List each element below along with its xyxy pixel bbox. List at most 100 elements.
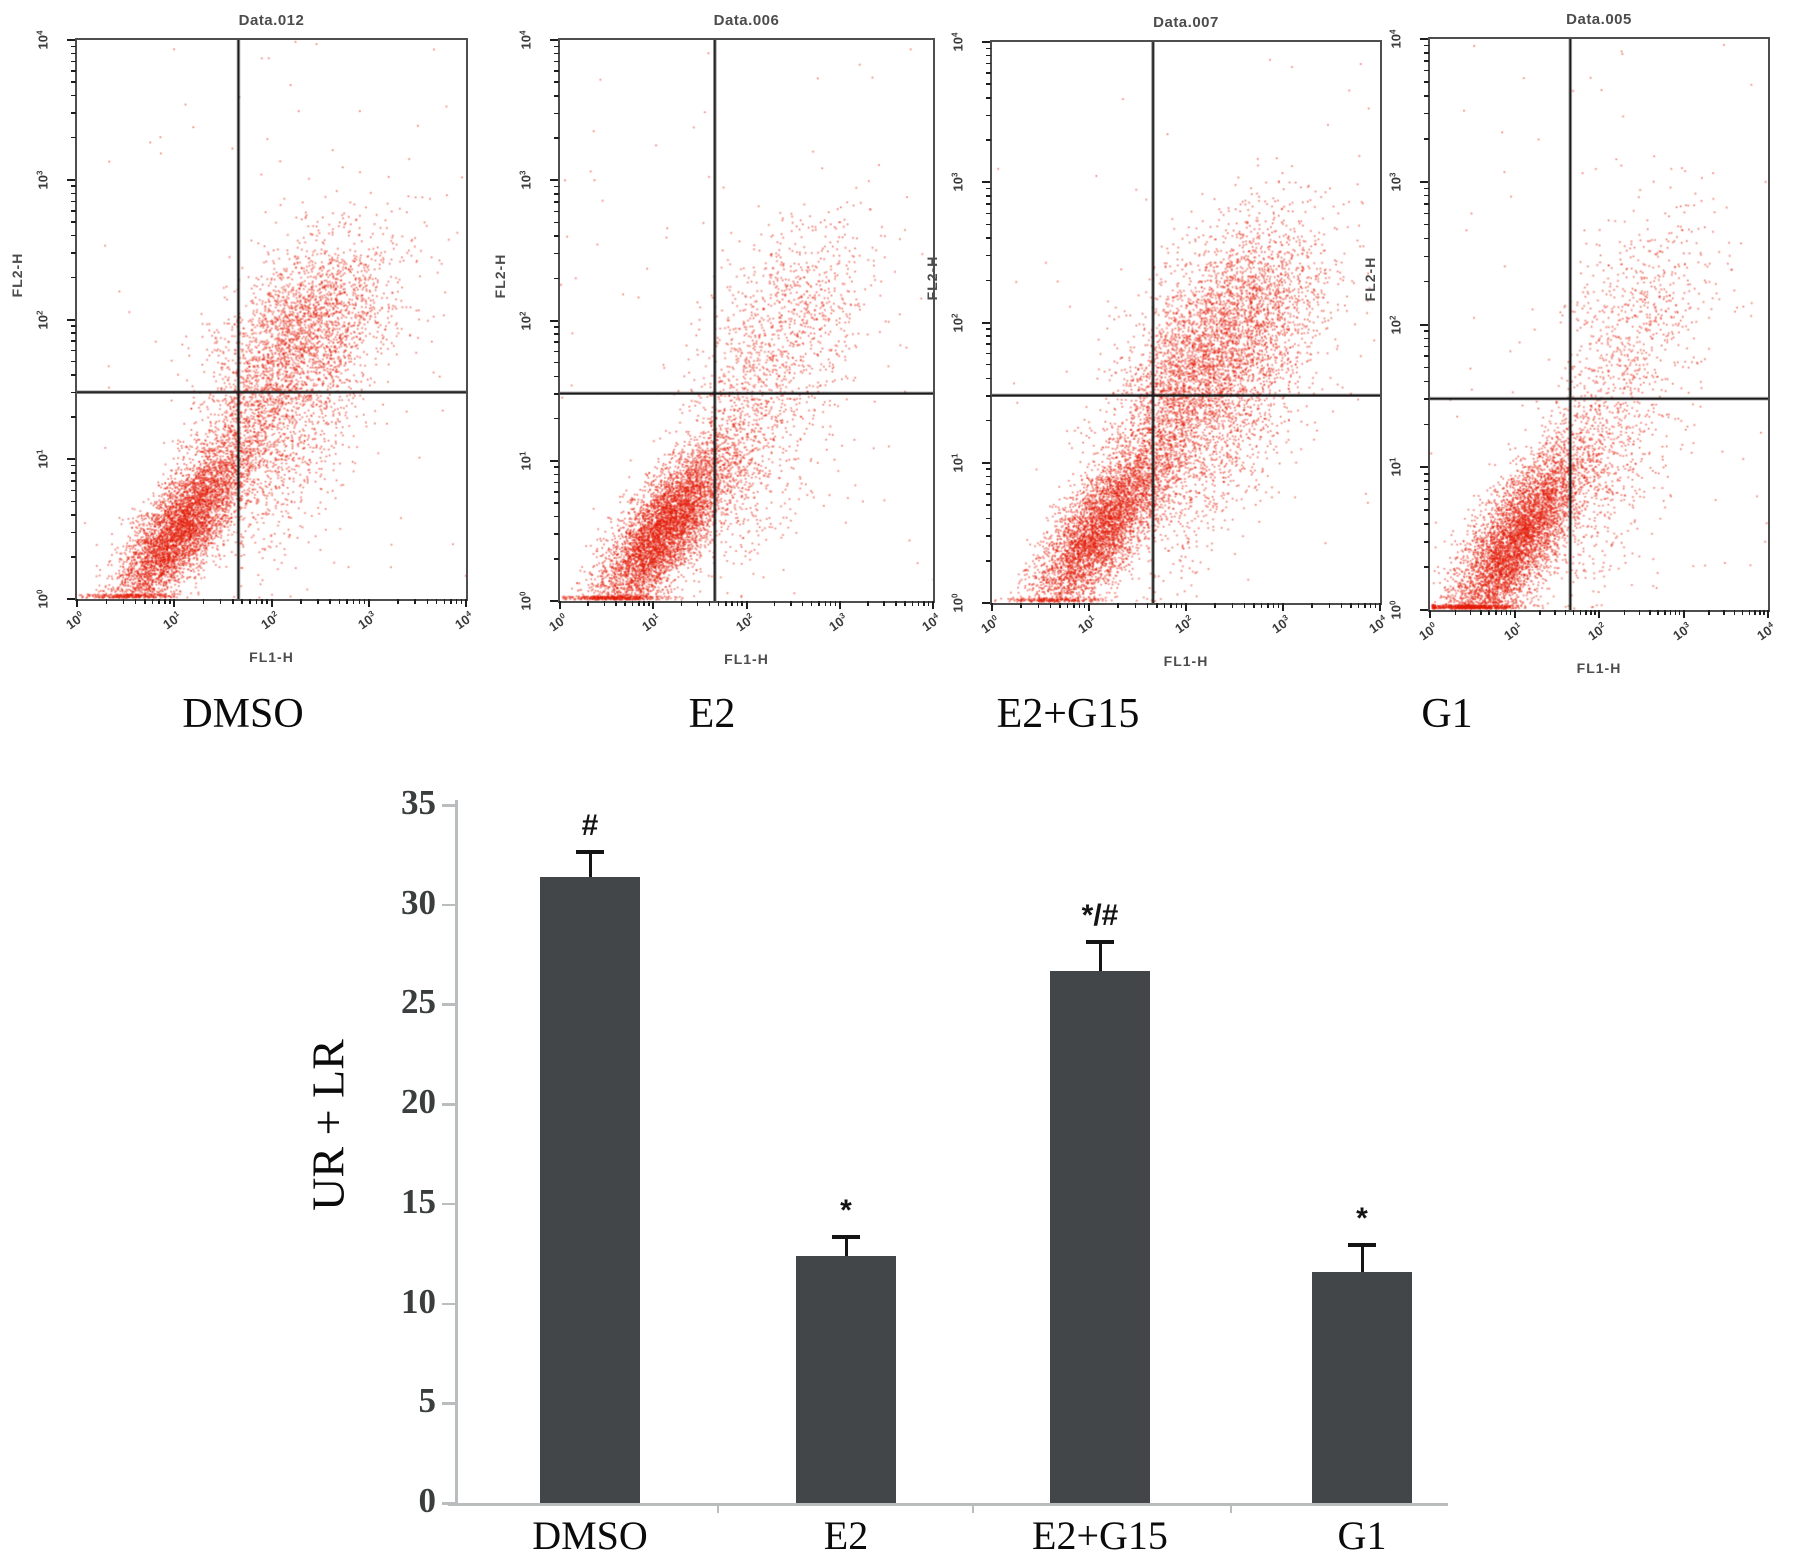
x-axis-minor-tick: [1505, 610, 1508, 615]
x-axis-minor-tick: [631, 601, 634, 606]
x-axis-minor-tick: [1272, 603, 1275, 608]
y-axis-minor-tick: [986, 114, 991, 117]
bar-category-label: E2+G15: [1032, 1513, 1168, 1558]
x-axis-minor-tick: [1572, 610, 1575, 615]
y-axis-minor-tick: [1424, 212, 1429, 215]
flow-panel-e2: Data.006 100 100 101 101 102 102 103 103 104 104 FL…: [492, 12, 940, 667]
x-axis-minor-tick: [202, 599, 205, 604]
x-axis-minor-tick: [241, 599, 243, 604]
x-axis-minor-tick: [1350, 603, 1352, 608]
bar-x-boundary-tick: [971, 1503, 975, 1513]
y-axis-minor-tick: [554, 95, 559, 97]
x-axis-minor-tick: [741, 601, 743, 606]
x-axis-major-tick: [1598, 610, 1600, 618]
x-axis-minor-tick: [426, 599, 429, 604]
x-axis-minor-tick: [1509, 610, 1512, 615]
x-axis-minor-tick: [266, 599, 268, 604]
y-axis-major-tick: [550, 39, 558, 41]
bar-y-tick-label: 20: [401, 1082, 436, 1122]
x-axis-minor-tick: [1674, 610, 1677, 615]
y-axis-major-tick: [982, 181, 990, 184]
x-axis-minor-tick: [358, 599, 361, 604]
x-axis-minor-tick: [603, 601, 606, 606]
y-axis-minor-tick: [1424, 255, 1429, 258]
x-axis-minor-tick: [105, 599, 108, 604]
x-axis-minor-tick: [232, 599, 234, 604]
x-axis-major-tick: [1513, 610, 1516, 618]
y-axis-minor-tick: [986, 517, 991, 520]
y-axis-minor-tick: [71, 489, 76, 491]
y-axis-minor-tick: [1424, 541, 1429, 543]
x-axis-major-tick: [1682, 610, 1685, 618]
y-axis-minor-tick: [554, 473, 559, 476]
flow-panel-title: Data.012: [238, 12, 305, 29]
bar-y-tick-label: 25: [401, 982, 436, 1022]
y-axis-minor-tick: [1424, 566, 1429, 568]
scatter-canvas-e2: [560, 40, 933, 601]
bar-category-label: E2: [823, 1513, 869, 1558]
x-axis-minor-tick: [1649, 610, 1651, 615]
y-axis-minor-tick: [554, 210, 559, 213]
x-axis-minor-tick: [1678, 610, 1681, 615]
y-axis-minor-tick: [554, 193, 559, 195]
error-bar-stem: [588, 852, 592, 877]
x-axis-minor-tick: [1037, 603, 1040, 608]
flow-group-label-e2: E2: [688, 691, 736, 737]
significance-annotation: #: [581, 808, 599, 842]
y-axis-minor-tick: [986, 352, 991, 355]
x-axis-minor-tick: [1156, 603, 1158, 608]
x-axis-minor-tick: [708, 601, 711, 606]
x-axis-major-tick: [367, 599, 370, 607]
error-bar-stem: [1098, 942, 1102, 971]
y-axis-minor-tick: [71, 391, 76, 394]
error-bar-cap: [832, 1234, 860, 1239]
x-axis-minor-tick: [363, 599, 366, 604]
x-axis-minor-tick: [443, 599, 446, 604]
y-axis-minor-tick: [554, 70, 559, 72]
y-axis-minor-tick: [71, 185, 76, 187]
y-axis-major-tick: [982, 602, 990, 604]
x-axis-minor-tick: [643, 601, 645, 606]
y-axis-minor-tick: [554, 466, 559, 468]
x-axis-minor-tick: [1579, 610, 1581, 615]
bar-y-tick-label: 30: [401, 882, 436, 922]
x-axis-minor-tick: [1357, 603, 1360, 608]
x-axis-minor-tick: [134, 599, 137, 604]
x-axis-minor-tick: [1146, 603, 1149, 608]
y-axis-minor-tick: [1424, 345, 1429, 348]
y-axis-minor-tick: [1424, 480, 1429, 482]
x-axis-minor-tick: [1741, 610, 1744, 615]
x-axis-minor-tick: [587, 601, 589, 606]
x-axis-minor-tick: [1488, 610, 1490, 615]
x-axis-minor-tick: [638, 601, 640, 606]
y-axis-minor-tick: [1424, 280, 1429, 283]
x-axis-minor-tick: [435, 599, 438, 604]
error-bar-cap: [1086, 939, 1114, 944]
bar-x-axis-line: [448, 1503, 1448, 1506]
x-axis-minor-tick: [810, 601, 813, 606]
x-axis-major-tick: [1767, 610, 1769, 618]
y-axis-minor-tick: [71, 221, 76, 223]
y-axis-minor-tick: [1424, 509, 1429, 511]
y-axis-minor-tick: [554, 137, 559, 139]
y-axis-minor-tick: [1424, 81, 1429, 83]
significance-annotation: *: [840, 1193, 852, 1227]
scatter-canvas-e2-g15: [992, 42, 1380, 603]
y-axis-major-tick: [982, 41, 990, 43]
y-axis-minor-tick: [986, 468, 991, 470]
x-axis-minor-tick: [164, 599, 166, 604]
bar-y-tick: [442, 1502, 455, 1505]
y-axis-major-tick: [67, 458, 75, 461]
x-axis-minor-tick: [773, 601, 776, 606]
y-axis-minor-tick: [554, 235, 559, 237]
x-axis-minor-tick: [895, 601, 897, 606]
x-axis-minor-tick: [1454, 610, 1457, 615]
x-axis-minor-tick: [1748, 610, 1750, 615]
y-axis-minor-tick: [986, 335, 991, 337]
y-axis-major-tick: [1420, 323, 1428, 326]
y-axis-minor-tick: [1424, 498, 1429, 500]
bar-e2: [796, 1255, 896, 1503]
y-axis-minor-tick: [1424, 523, 1429, 525]
y-axis-minor-tick: [71, 340, 76, 342]
y-axis-minor-tick: [986, 212, 991, 215]
